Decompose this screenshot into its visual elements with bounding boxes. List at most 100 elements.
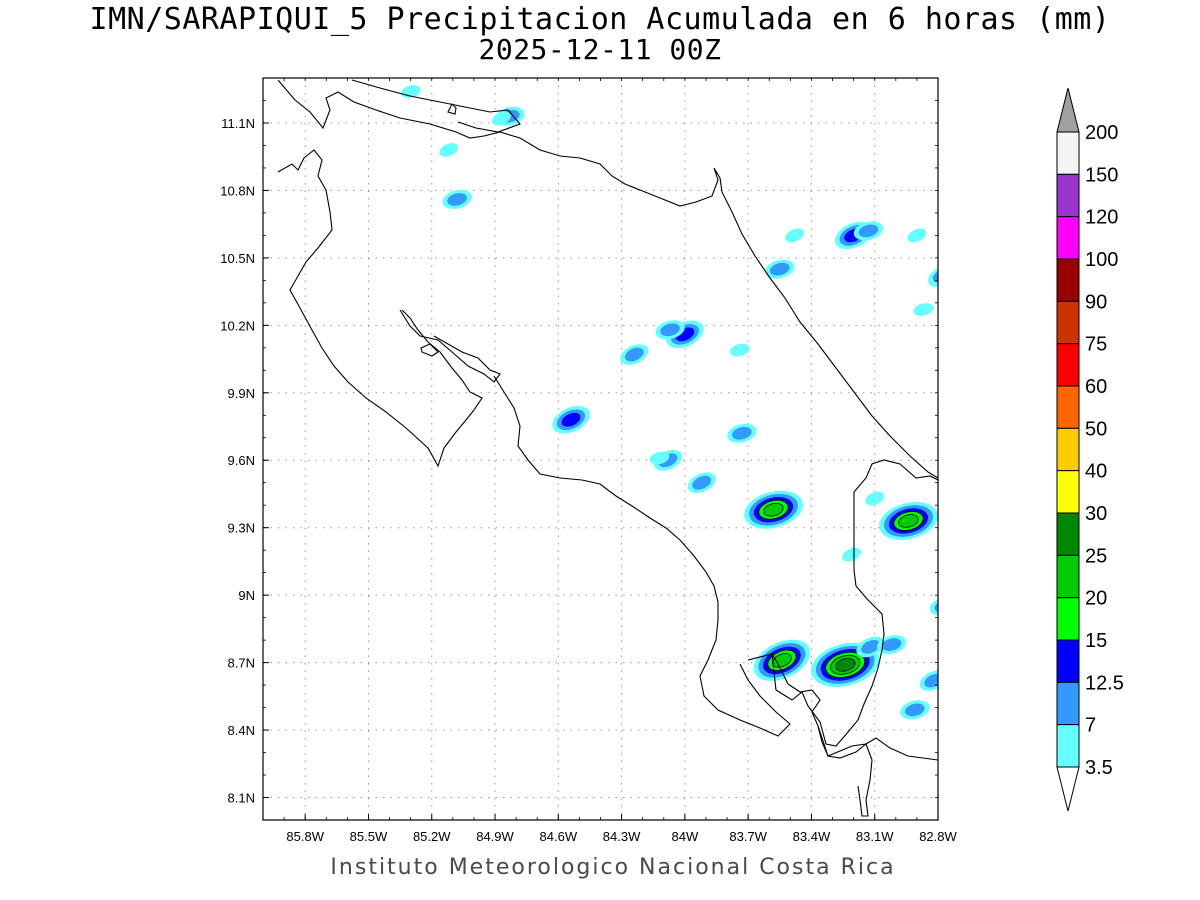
precip-level-1	[907, 228, 927, 243]
gulf-nicoya-coast	[399, 309, 501, 383]
lat-tick-label: 11.1N	[221, 116, 255, 131]
precip-cell	[442, 189, 472, 209]
precip-cell	[727, 423, 757, 443]
lake-nicaragua-shore	[351, 79, 521, 133]
precip-level-1	[842, 547, 861, 562]
golfo-dulce-coast	[771, 459, 938, 747]
colorbar-label: 200	[1085, 122, 1118, 144]
colorbar-swatch	[1056, 300, 1080, 345]
lat-tick-label: 8.4N	[228, 723, 255, 738]
precip-cell	[907, 228, 927, 243]
nicaragua-coastline-north	[277, 79, 938, 479]
credit-footer: Instituto Meteorologico Nacional Costa R…	[330, 855, 896, 880]
colorbar-label: 20	[1085, 588, 1107, 610]
peninsula-nicoya-coast	[277, 149, 483, 468]
precip-cell	[729, 343, 750, 357]
precip-level-2	[905, 703, 925, 717]
pacific-coast-central	[493, 375, 791, 737]
colorbar-label: 90	[1085, 291, 1107, 313]
colorbar-label: 3.5	[1085, 757, 1113, 779]
precip-cell	[655, 320, 685, 340]
precip-cell	[853, 221, 884, 241]
map-background	[263, 78, 938, 820]
colorbar-label: 75	[1085, 334, 1107, 356]
lon-tick-label: 83.7W	[729, 829, 767, 844]
precip-cell	[929, 596, 938, 616]
map-title: IMN/SARAPIQUI_5 Precipitacion Acumulada …	[89, 2, 1111, 37]
colorbar-swatch	[1056, 131, 1080, 175]
lon-tick-label: 82.8W	[919, 829, 957, 844]
lat-tick-label: 9.3N	[228, 521, 255, 536]
precip-level-1	[491, 111, 511, 126]
precip-cell	[552, 405, 590, 434]
colorbar-swatch	[1056, 427, 1080, 472]
colorbar-label: 30	[1085, 503, 1107, 525]
colorbar-swatch	[1056, 173, 1080, 218]
precipitation-field	[400, 85, 938, 720]
precip-cell	[753, 639, 811, 682]
precip-cell	[649, 451, 670, 465]
colorbar-swatch	[1056, 470, 1080, 514]
lon-tick-label: 83.4W	[793, 829, 831, 844]
colorbar-swatch	[1056, 385, 1080, 429]
colorbar-swatch	[1056, 597, 1080, 641]
lon-tick-label: 84W	[672, 829, 699, 844]
precip-cell	[785, 228, 804, 243]
colorbar-label: 12.5	[1085, 672, 1124, 694]
lat-tick-label: 8.1N	[228, 791, 255, 806]
colorbar-label: 120	[1085, 207, 1118, 229]
caribbean-island-north	[447, 103, 457, 115]
precip-cell	[765, 259, 795, 279]
colorbar-label: 15	[1085, 630, 1107, 652]
precip-cell	[913, 303, 934, 316]
precip-cell	[865, 491, 885, 506]
precip-cell	[687, 472, 716, 494]
lat-tick-label: 9.6N	[228, 453, 255, 468]
colorbar-swatch	[1056, 343, 1080, 387]
lon-tick-label: 85.2W	[413, 829, 451, 844]
colorbar-label: 100	[1085, 249, 1118, 271]
lat-tick-label: 10.5N	[220, 251, 255, 266]
colorbar-label: 40	[1085, 461, 1107, 483]
precip-cell	[620, 344, 649, 365]
precip-level-1	[649, 451, 670, 465]
precip-cell	[856, 636, 885, 658]
lon-tick-label: 85.5W	[350, 829, 388, 844]
panama-border	[817, 725, 873, 817]
colorbar-label: 60	[1085, 376, 1107, 398]
precip-level-2	[732, 426, 752, 440]
colorbar-label: 7	[1085, 715, 1096, 737]
precip-level-1	[439, 143, 459, 157]
precip-colorbar: 3.5 7 12.5 15 20 25 30 40 50 60 75 90 100 120 150 200	[1056, 87, 1124, 812]
lon-tick-label: 85.8W	[286, 829, 324, 844]
lat-tick-label: 10.8N	[220, 183, 255, 198]
lat-tick-label: 9.9N	[228, 386, 255, 401]
colorbar-swatch	[1056, 512, 1080, 556]
precip-level-3	[561, 412, 581, 427]
colorbar-swatch	[1056, 681, 1080, 726]
precip-cell	[842, 547, 861, 562]
osa-peninsula-border	[747, 653, 938, 761]
precip-cell	[491, 111, 511, 126]
colorbar-swatch	[1056, 724, 1080, 768]
colorbar-swatch	[1056, 639, 1080, 683]
precip-cell	[439, 143, 459, 157]
colorbar-label: 25	[1085, 545, 1107, 567]
colorbar-swatch	[1056, 554, 1080, 599]
lat-tick-label: 10.2N	[220, 318, 255, 333]
map-axes: 85.8W 85.5W 85.2W 84.9W 84.6W 84.3W 84W 83.7W 83…	[220, 77, 958, 844]
precip-level-2	[861, 639, 880, 654]
precip-level-1	[785, 228, 804, 243]
precip-level-1	[913, 303, 934, 316]
precip-level-2	[660, 323, 680, 337]
lon-tick-label: 84.6W	[540, 829, 578, 844]
precip-level-2	[881, 638, 902, 651]
precip-level-2	[624, 347, 644, 362]
precip-level-1	[865, 491, 885, 506]
precip-cell	[919, 670, 938, 691]
colorbar-arrow-max	[1056, 87, 1080, 133]
precip-cell	[879, 501, 938, 540]
precip-level-5	[763, 502, 784, 517]
lat-tick-label: 9N	[238, 588, 255, 603]
